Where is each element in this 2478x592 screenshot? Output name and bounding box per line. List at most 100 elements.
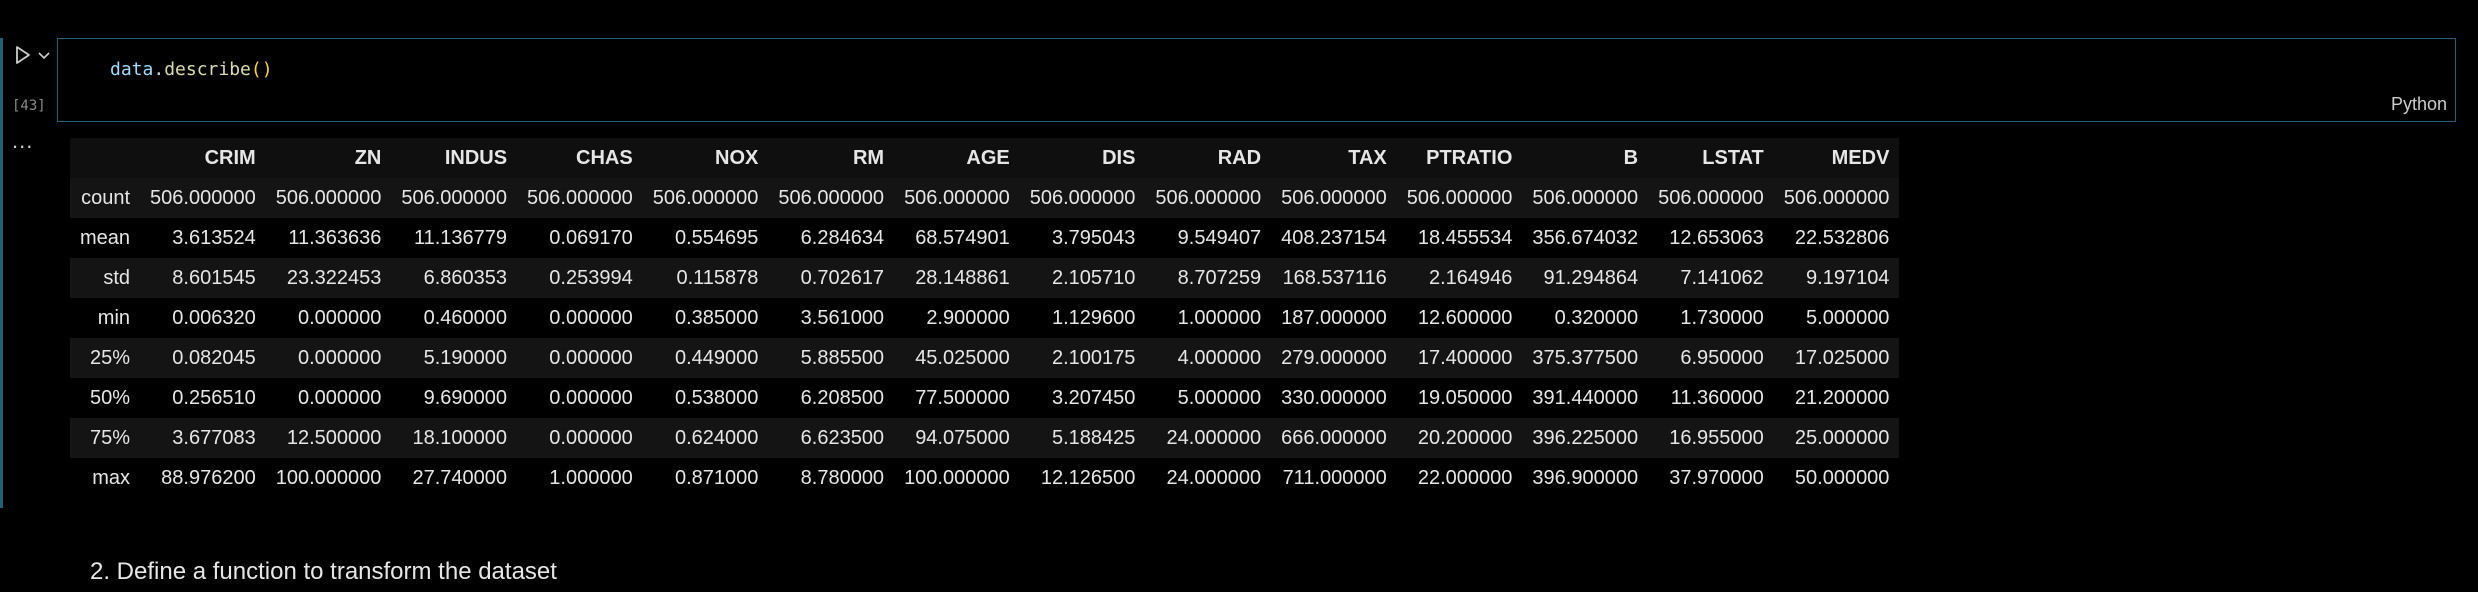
- column-header-crim: CRIM: [140, 138, 266, 178]
- table-cell: 2.100175: [1051, 346, 1136, 369]
- table-cell: 77.500000: [915, 386, 1010, 409]
- table-cell: 22.000000: [1417, 466, 1513, 489]
- table-cell: 37.970000: [1669, 466, 1764, 489]
- table-cell: 1.730000: [1680, 306, 1764, 329]
- table-cell: 7.141062: [1680, 266, 1764, 289]
- table-cell: 0.000000: [297, 306, 382, 329]
- table-cell: 1.000000: [549, 466, 633, 489]
- table-cell: 396.225000: [1532, 426, 1639, 449]
- table-cell: 5.885500: [800, 346, 885, 369]
- table-cell: 18.455534: [1417, 226, 1513, 249]
- code-editor[interactable]: data.describe() Python: [57, 38, 2456, 122]
- table-cell: 88.976200: [161, 466, 256, 489]
- table-header-row: CRIM ZN INDUS CHAS NOX RM AGE DIS RAD TAX PTRATIO B…: [70, 138, 1900, 178]
- column-header-age: AGE: [894, 138, 1020, 178]
- table-cell: 91.294864: [1543, 266, 1639, 289]
- code-variable: data: [110, 59, 154, 80]
- column-header-nox: NOX: [642, 138, 769, 178]
- table-cell: 506.000000: [1155, 186, 1262, 209]
- table-cell: 2.105710: [1051, 266, 1136, 289]
- table-cell: 22.532806: [1794, 226, 1890, 249]
- table-cell: 506.000000: [275, 186, 382, 209]
- output-dataframe: CRIM ZN INDUS CHAS NOX RM AGE DIS RAD TAX PTRATIO B…: [70, 138, 1900, 498]
- table-cell: 8.707259: [1177, 266, 1262, 289]
- table-cell: 279.000000: [1281, 346, 1387, 369]
- table-cell: 11.360000: [1670, 386, 1764, 409]
- table-cell: 0.460000: [423, 306, 508, 329]
- table-cell: 330.000000: [1281, 386, 1387, 409]
- table-cell: 396.900000: [1532, 466, 1639, 489]
- table-cell: 3.795043: [1051, 226, 1136, 249]
- table-cell: 23.322453: [286, 266, 382, 289]
- table-cell: 506.000000: [401, 186, 508, 209]
- table-cell: 12.500000: [286, 426, 382, 449]
- table-cell: 168.537116: [1282, 266, 1387, 289]
- row-label: std: [103, 266, 131, 289]
- table-cell: 666.000000: [1281, 426, 1387, 449]
- column-header-rad: RAD: [1145, 138, 1272, 178]
- table-cell: 24.000000: [1166, 426, 1262, 449]
- table-cell: 506.000000: [150, 186, 256, 209]
- cell-focus-bar: [0, 38, 3, 508]
- table-cell: 6.860353: [423, 266, 508, 289]
- cell-language-button[interactable]: Python: [2390, 94, 2447, 114]
- run-options-button[interactable]: [36, 44, 52, 66]
- table-cell: 50.000000: [1794, 466, 1890, 489]
- table-cell: 5.000000: [1806, 306, 1890, 329]
- table-row: count 506.000000 506.000000 506.000000 506.0…: [70, 178, 1900, 218]
- table-cell: 0.006320: [172, 306, 256, 329]
- table-cell: 356.674032: [1532, 226, 1639, 249]
- row-label: 50%: [90, 386, 131, 409]
- table-row: min 0.006320 0.000000 0.460000 0.000000 0.385…: [70, 298, 1900, 338]
- row-label: mean: [80, 226, 131, 249]
- index-header: [70, 138, 141, 178]
- table-row: std 8.601545 23.322453 6.860353 0.253994 0.11…: [70, 258, 1900, 298]
- table-cell: 9.197104: [1806, 266, 1890, 289]
- table-cell: 17.025000: [1794, 346, 1890, 369]
- table-cell: 6.950000: [1680, 346, 1764, 369]
- table-cell: 12.653063: [1669, 226, 1764, 249]
- table-cell: 19.050000: [1417, 386, 1513, 409]
- table-cell: 6.623500: [800, 426, 885, 449]
- column-header-b: B: [1522, 138, 1649, 178]
- table-cell: 0.253994: [549, 266, 633, 289]
- column-header-zn: ZN: [265, 138, 392, 178]
- table-cell: 5.188425: [1051, 426, 1136, 449]
- table-cell: 0.538000: [674, 386, 759, 409]
- table-cell: 12.126500: [1040, 466, 1136, 489]
- execution-count: [43]: [12, 98, 46, 114]
- table-cell: 711.000000: [1282, 466, 1387, 489]
- row-label: 75%: [90, 426, 131, 449]
- table-cell: 506.000000: [1029, 186, 1136, 209]
- table-cell: 100.000000: [904, 466, 1010, 489]
- table-cell: 45.025000: [915, 346, 1010, 369]
- table-cell: 506.000000: [1532, 186, 1639, 209]
- table-cell: 3.561000: [800, 306, 885, 329]
- table-cell: 25.000000: [1794, 426, 1890, 449]
- code-line[interactable]: data.describe(): [110, 59, 273, 80]
- table-cell: 94.075000: [915, 426, 1010, 449]
- table-cell: 0.000000: [549, 346, 633, 369]
- code-parens: (): [250, 59, 273, 80]
- table-cell: 0.000000: [297, 346, 382, 369]
- table-cell: 506.000000: [1658, 186, 1764, 209]
- table-cell: 20.200000: [1417, 426, 1513, 449]
- table-cell: 6.284634: [800, 226, 885, 249]
- table-row: mean 3.613524 11.363636 11.136779 0.069170 0.…: [70, 218, 1900, 258]
- table-cell: 506.000000: [1783, 186, 1890, 209]
- table-row: 50% 0.256510 0.000000 9.690000 0.000000 0.538…: [70, 378, 1900, 418]
- table-cell: 1.000000: [1177, 306, 1262, 329]
- table-cell: 0.000000: [549, 426, 633, 449]
- table-cell: 0.000000: [549, 386, 633, 409]
- table-cell: 2.900000: [926, 306, 1010, 329]
- code-function: describe: [164, 59, 251, 80]
- column-header-lstat: LSTAT: [1648, 138, 1774, 178]
- table-cell: 11.136779: [413, 226, 508, 249]
- describe-table: CRIM ZN INDUS CHAS NOX RM AGE DIS RAD TAX PTRATIO B…: [70, 138, 1900, 498]
- code-dot: .: [153, 59, 165, 80]
- run-cell-button[interactable]: [12, 44, 34, 66]
- ellipsis-icon[interactable]: ...: [12, 128, 34, 153]
- table-cell: 8.780000: [800, 466, 885, 489]
- table-cell: 0.702617: [800, 266, 885, 289]
